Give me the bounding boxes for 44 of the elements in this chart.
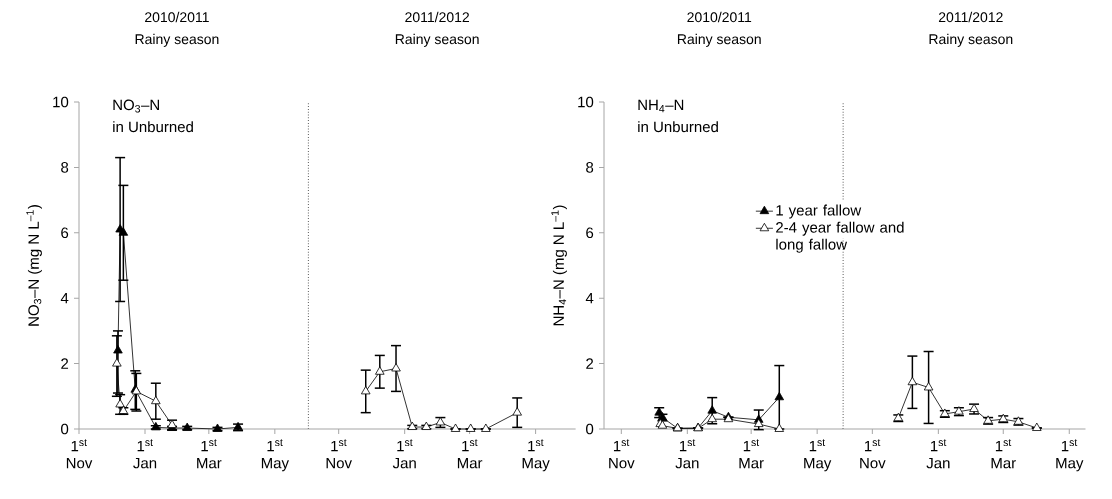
x-tick-label: 1$^{st}$ Mar [457,439,483,469]
y-tick-label: 6 [61,227,69,239]
x-tick-label: 1$^{st}$ Mar [991,439,1016,469]
x-tick-label: 1$^{st}$ Mar [197,439,222,469]
y-tick-label: 6 [586,227,594,239]
y-tick-label: 8 [586,162,594,173]
y-tick-label: 0 [586,423,594,435]
text: Rainy season [135,33,219,47]
y-tick-label: 10 [578,96,594,108]
text: 2011/2012 [938,11,1003,23]
x-tick-label: 1$^{st}$ Nov [326,439,352,469]
x-tick-label: 1$^{st}$ May [522,439,550,472]
legend-label: 2-4 year fallow and long fallow [776,221,904,253]
text: Rainy season [929,33,1013,47]
x-tick-label: 1$^{st}$ Jan [675,439,699,469]
y-tick-label: 2 [61,358,69,369]
y-tick-label: 10 [53,96,69,108]
text: 2011/2012 [405,11,469,23]
y-axis-title: NH$_{4}$–N (mg N L$^{–1}$) [551,205,567,326]
annotation: in Unburned [113,121,193,133]
x-tick-label: 1$^{st}$ May [261,439,289,472]
annotation: NH$_{4}$–N [638,99,684,113]
x-tick-label: 1$^{st}$ Nov [66,439,93,469]
x-tick-label: 1$^{st}$ May [1056,439,1084,472]
y-tick-label: 4 [60,293,69,304]
text: 2010/2011 [687,11,752,23]
x-tick-label: 1$^{st}$ Jan [926,439,950,469]
x-tick-label: 1$^{st}$ Mar [739,439,764,469]
text: Rainy season [677,33,761,47]
y-axis-title: NO$_{3}$–N (mg N L$^{–1}$) [26,205,42,326]
x-tick-label: 1$^{st}$ Nov [609,439,635,469]
x-tick-label: 1$^{st}$ Jan [392,439,416,469]
text: 2010/2011 [145,11,209,23]
y-tick-label: 8 [61,162,69,173]
y-tick-label: 2 [586,358,594,369]
y-tick-label: 0 [61,423,69,435]
text: Rainy season [395,33,479,47]
x-tick-label: 1$^{st}$ May [804,439,832,472]
y-tick-label: 4 [585,293,594,304]
annotation: NO$_{3}$–N [113,99,159,113]
x-tick-label: 1$^{st}$ Jan [133,439,157,469]
x-tick-label: 1$^{st}$ Nov [860,439,886,469]
annotation: in Unburned [638,121,718,133]
legend-label: 1 year fallow [776,204,862,219]
